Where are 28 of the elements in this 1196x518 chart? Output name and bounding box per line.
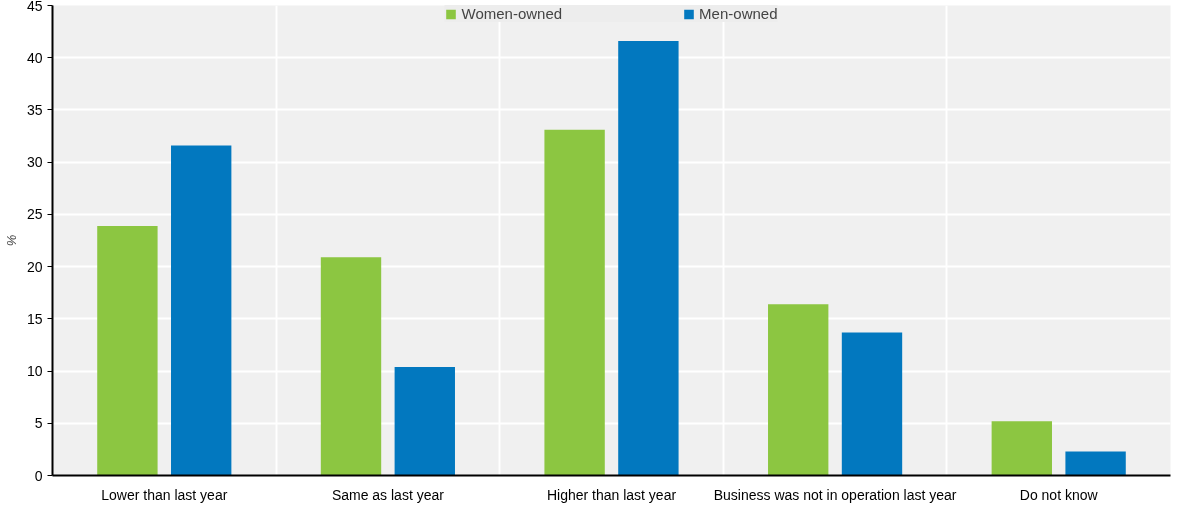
bar [394,366,455,476]
bar [320,257,382,476]
y-tick-label: 5 [34,415,43,432]
bar [1065,451,1126,476]
y-tick-label: 25 [26,206,43,223]
legend-label: Men-owned [699,5,778,22]
y-axis-title: % [3,234,19,247]
x-tick-label: Lower than last year [101,486,228,503]
x-tick-label: Do not know [1019,486,1099,503]
y-tick-label: 30 [26,154,43,171]
x-tick-label: Business was not in operation last year [713,486,957,503]
y-tick-label: 15 [26,310,43,327]
y-tick-label: 20 [26,258,43,275]
legend-label: Women-owned [461,5,563,22]
bar [991,421,1052,476]
y-tick-label: 45 [26,0,43,14]
y-tick-label: 10 [26,363,43,380]
bar [768,304,829,476]
x-tick-label: Higher than last year [546,486,677,503]
bar [544,129,605,476]
y-tick-label: 0 [34,467,43,484]
y-tick-label: 40 [26,49,43,66]
bar [841,332,903,476]
bar [97,225,158,476]
x-tick-label: Same as last year [331,486,445,503]
y-tick-label: 35 [26,101,43,118]
bar [618,41,679,476]
bar [171,145,232,476]
